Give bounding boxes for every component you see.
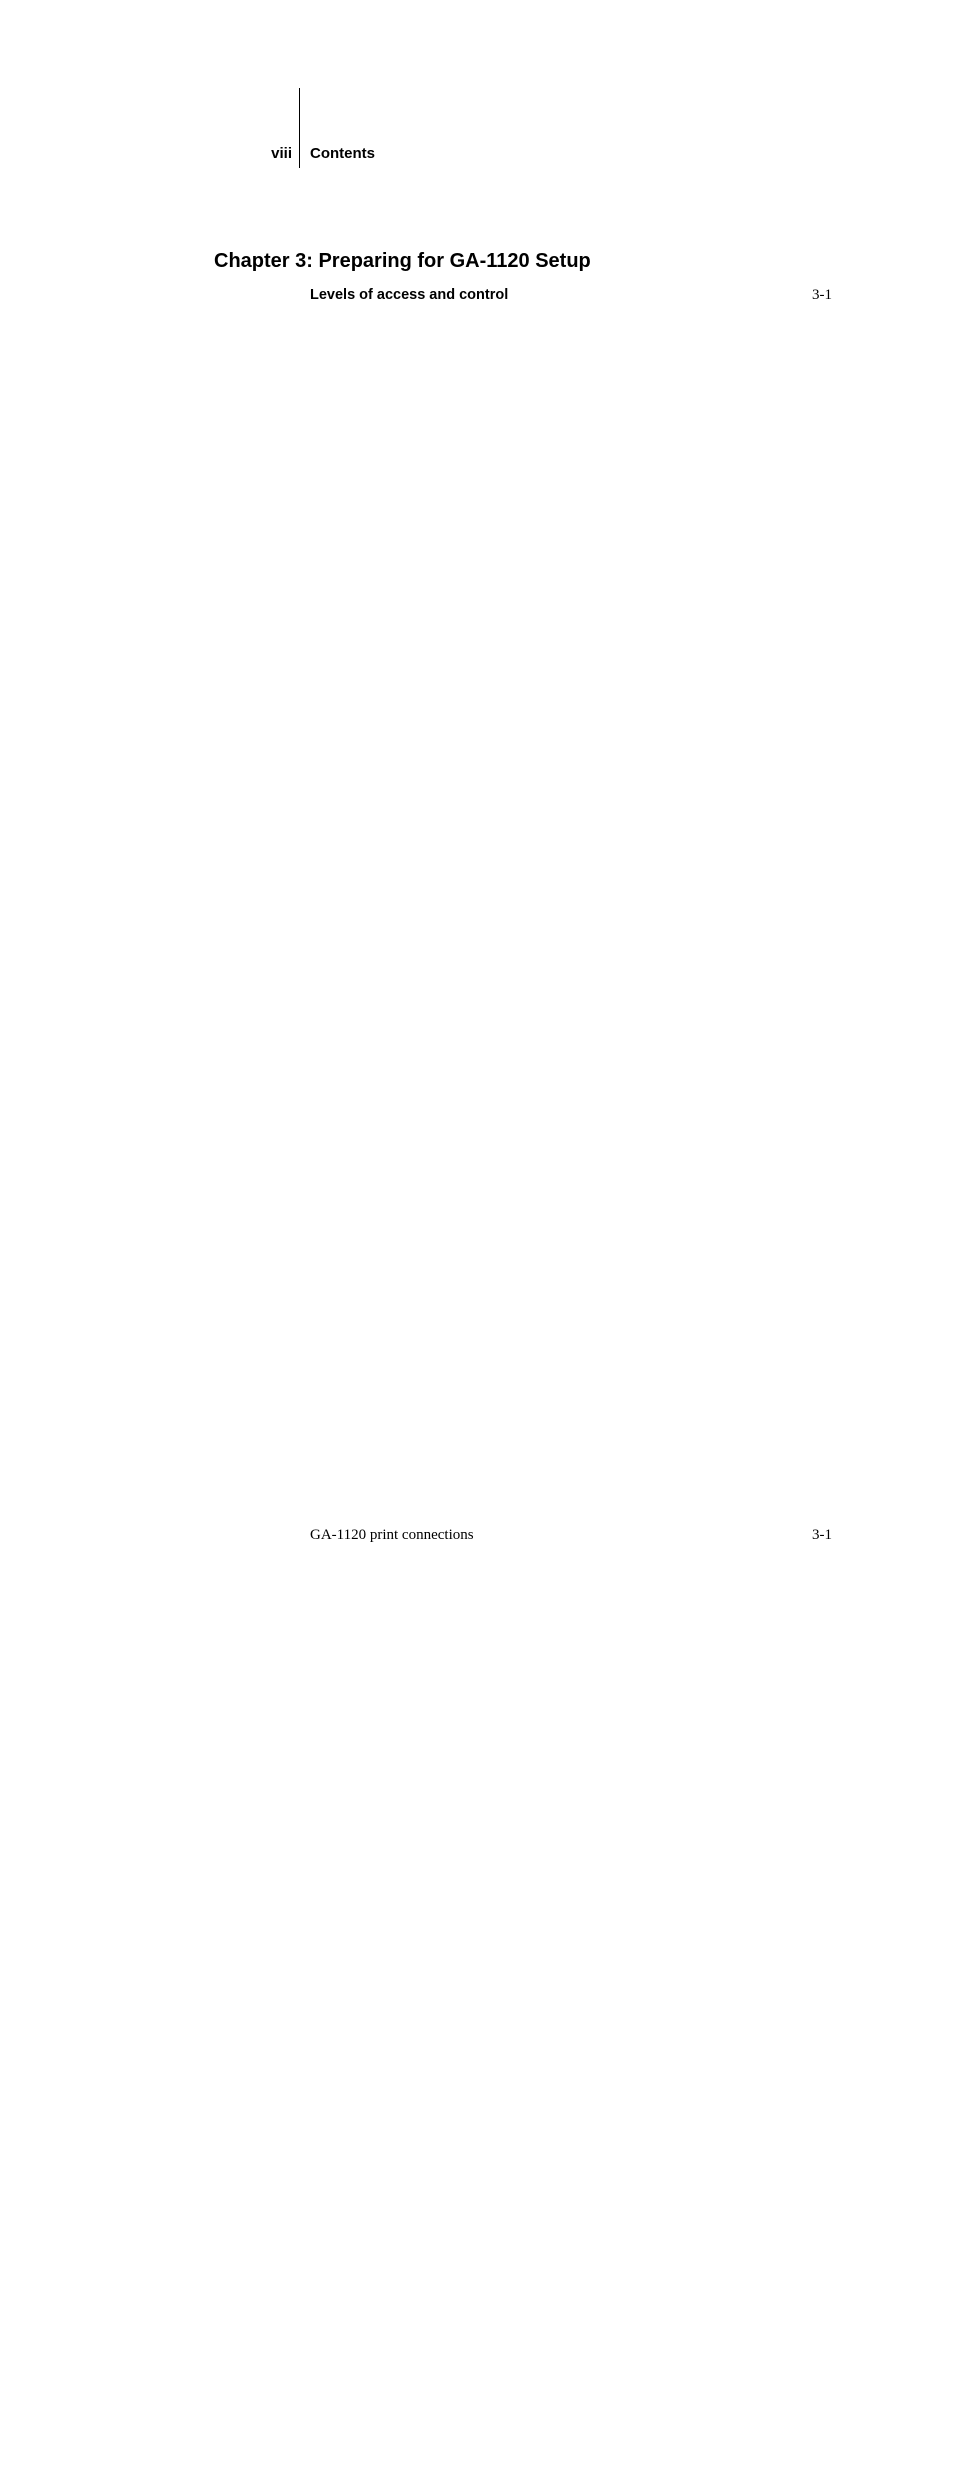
page-number: viii [271, 145, 292, 162]
toc-page: 3-1 [740, 1522, 832, 2470]
page: viii Contents Chapter 3: Preparing for G… [0, 0, 954, 1235]
toc-page: 3-1 [740, 285, 832, 1522]
toc-table: Levels of access and control3-1GA-1120 p… [310, 285, 832, 2470]
toc-label: Levels of access and control [310, 285, 740, 1522]
toc-row: GA-1120 print connections3-1 [310, 1522, 832, 2470]
toc-label: GA-1120 print connections [310, 1522, 740, 2470]
header-rule [299, 88, 300, 168]
chapters-container: Chapter 3: Preparing for GA-1120 Setup Le… [214, 250, 832, 2470]
header-title: Contents [310, 145, 375, 162]
chapter-title: Chapter 3: Preparing for GA-1120 Setup [214, 250, 832, 273]
chapter-block: Chapter 3: Preparing for GA-1120 Setup Le… [214, 250, 832, 2470]
toc-row: Levels of access and control3-1 [310, 285, 832, 1522]
